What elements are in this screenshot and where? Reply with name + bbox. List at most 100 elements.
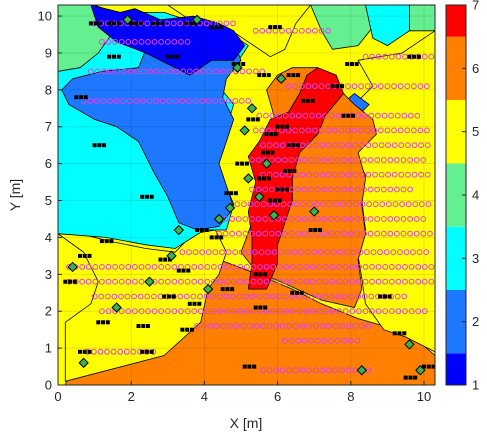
circle-marker <box>190 293 197 300</box>
circle-marker <box>213 68 220 75</box>
black-square-marker <box>187 301 192 306</box>
circle-marker <box>311 249 318 256</box>
circle-marker <box>186 98 192 104</box>
black-square-marker <box>296 73 301 78</box>
circle-marker <box>164 20 171 27</box>
circle-marker <box>279 171 286 178</box>
contour-region-level-3 <box>365 5 410 47</box>
circle-marker <box>413 216 420 222</box>
circle-marker <box>375 112 381 119</box>
circle-marker <box>407 216 414 222</box>
black-square-marker <box>277 198 282 203</box>
black-square-marker <box>255 117 260 122</box>
circle-marker <box>372 142 378 149</box>
circle-marker <box>219 68 226 75</box>
circle-marker <box>276 308 283 315</box>
black-square-marker <box>270 150 275 155</box>
circle-marker <box>382 308 389 315</box>
circle-marker <box>388 53 395 60</box>
circle-marker <box>309 112 315 119</box>
circle-marker <box>273 171 280 178</box>
circle-marker <box>326 201 333 208</box>
circle-marker <box>118 39 125 45</box>
circle-marker <box>321 157 328 163</box>
circle-marker <box>361 293 368 300</box>
circle-marker <box>388 264 395 270</box>
circle-marker <box>131 293 138 300</box>
circle-marker <box>253 323 260 329</box>
diamond-marker <box>243 173 254 184</box>
contour-region-level-4 <box>310 5 374 50</box>
circle-marker <box>328 230 335 237</box>
black-square-marker <box>286 143 291 148</box>
circle-marker <box>167 68 173 75</box>
x-tick-label: 4 <box>201 389 208 404</box>
circle-marker <box>362 308 369 315</box>
circle-marker <box>364 83 371 90</box>
colorbar-band-7 <box>446 5 466 37</box>
circle-marker <box>118 308 125 315</box>
black-square-marker <box>265 150 270 155</box>
circle-marker <box>342 293 348 300</box>
circle-marker <box>352 142 359 149</box>
circle-marker <box>299 367 306 374</box>
circle-marker <box>229 230 236 237</box>
circle-marker <box>255 186 262 193</box>
circle-marker <box>191 308 198 315</box>
circle-marker <box>362 53 369 60</box>
circle-marker <box>334 157 341 163</box>
black-square-marker <box>72 279 77 284</box>
colorbar-band-6 <box>446 36 466 100</box>
circle-marker <box>184 39 191 45</box>
circle-marker <box>138 264 145 270</box>
circle-marker <box>246 68 253 75</box>
circle-marker <box>291 249 298 256</box>
circle-marker <box>380 186 387 193</box>
circle-marker <box>292 127 299 134</box>
circle-marker <box>312 127 318 134</box>
circle-marker <box>301 157 308 163</box>
circle-marker <box>276 293 283 300</box>
circle-marker <box>244 264 250 270</box>
black-square-marker <box>335 84 340 89</box>
circle-marker <box>164 278 171 285</box>
black-square-marker <box>240 161 245 166</box>
circle-marker <box>132 264 138 270</box>
circle-marker <box>371 127 378 134</box>
circle-marker <box>354 216 361 222</box>
circle-marker <box>424 83 430 90</box>
black-square-marker <box>68 279 73 284</box>
circle-marker <box>279 367 286 374</box>
circle-marker <box>276 112 283 119</box>
black-square-marker <box>262 176 267 181</box>
circle-marker <box>328 112 335 119</box>
circle-marker <box>339 171 345 178</box>
circle-marker <box>268 230 275 237</box>
circle-marker <box>418 171 425 178</box>
circle-marker <box>151 39 158 45</box>
circle-marker <box>329 264 336 270</box>
circle-marker <box>325 27 332 34</box>
circle-marker <box>204 278 211 285</box>
circle-marker <box>171 39 178 45</box>
circle-marker <box>385 171 392 178</box>
circle-marker <box>302 112 309 119</box>
circle-marker <box>369 53 375 60</box>
circle-marker <box>306 367 313 374</box>
diamond-marker <box>268 210 280 221</box>
diamond-marker <box>309 206 320 217</box>
circle-marker <box>283 308 290 315</box>
circle-marker <box>365 142 372 149</box>
diamond-marker <box>276 73 287 84</box>
circle-marker <box>408 264 415 270</box>
colorbar-band-2 <box>446 290 466 354</box>
circle-marker <box>421 278 428 285</box>
circle-marker <box>226 68 233 75</box>
black-square-marker <box>176 268 181 273</box>
circle-marker <box>92 264 99 270</box>
black-square-marker <box>214 235 219 240</box>
black-square-marker <box>263 305 268 310</box>
circle-marker <box>349 308 356 315</box>
circle-marker <box>224 278 231 285</box>
circle-marker <box>336 278 343 285</box>
